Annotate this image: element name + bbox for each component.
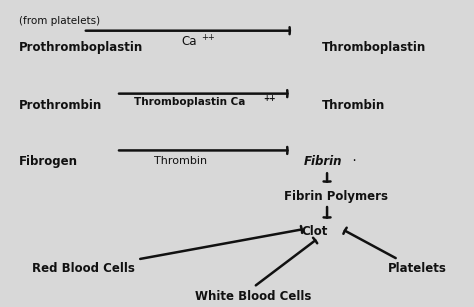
Text: Thrombin: Thrombin [154, 156, 207, 166]
Text: Fibrogen: Fibrogen [19, 155, 78, 168]
Text: ++: ++ [263, 94, 275, 103]
Text: Thrombin: Thrombin [322, 99, 385, 112]
Text: ++: ++ [201, 33, 215, 42]
Text: Fibrin: Fibrin [303, 155, 342, 168]
Text: Platelets: Platelets [388, 262, 447, 275]
Text: ·: · [348, 154, 357, 168]
Text: Prothromboplastin: Prothromboplastin [19, 41, 143, 54]
Text: Clot: Clot [301, 225, 328, 238]
Text: Thromboplastin Ca: Thromboplastin Ca [134, 97, 245, 107]
Text: Red Blood Cells: Red Blood Cells [31, 262, 135, 275]
Text: White Blood Cells: White Blood Cells [195, 290, 312, 303]
Text: Fibrin Polymers: Fibrin Polymers [284, 190, 388, 203]
Text: Thromboplastin: Thromboplastin [322, 41, 427, 54]
Text: Ca: Ca [182, 35, 197, 48]
Text: (from platelets): (from platelets) [19, 17, 100, 26]
Text: Prothrombin: Prothrombin [19, 99, 102, 112]
